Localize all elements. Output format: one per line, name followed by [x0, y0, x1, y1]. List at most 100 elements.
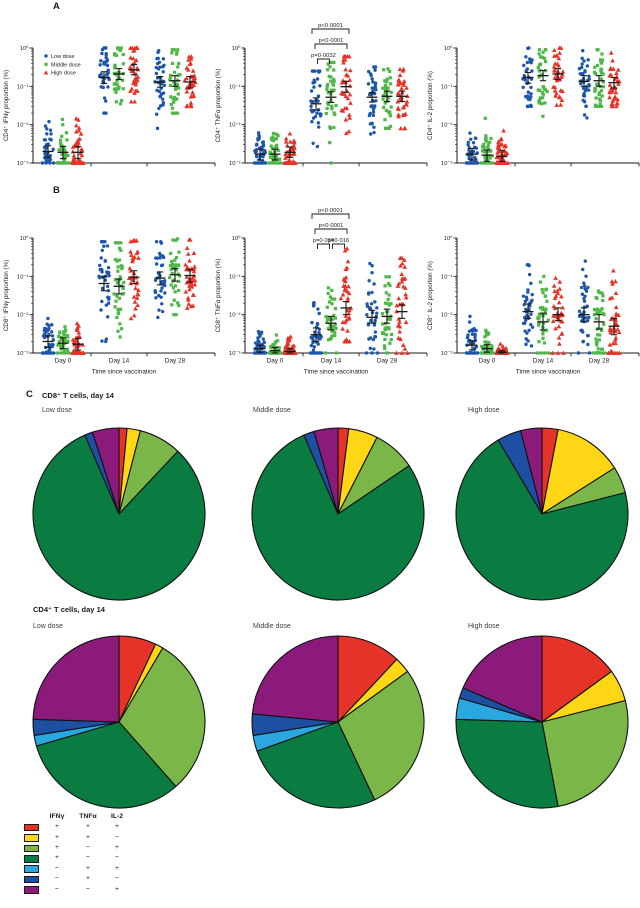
data-point — [614, 312, 620, 318]
error-bar — [481, 149, 493, 162]
data-point — [62, 333, 66, 337]
data-point — [119, 248, 123, 253]
data-point — [104, 46, 108, 50]
data-point — [546, 318, 550, 322]
data-point — [76, 140, 81, 145]
phenotype-legend: IFNγ TNFα IL-2 + + + + + − + − + + − − − + + − + − − − + — [24, 812, 130, 895]
data-point — [189, 277, 195, 282]
data-point — [486, 145, 490, 149]
data-point — [397, 319, 402, 324]
data-point — [498, 137, 503, 142]
data-point — [315, 321, 320, 326]
data-point — [190, 275, 195, 280]
y-tick-label: 10⁻¹ — [229, 84, 241, 90]
data-point — [263, 148, 267, 153]
data-point — [374, 88, 378, 92]
data-point — [102, 96, 107, 100]
data-point — [524, 295, 529, 299]
data-point — [529, 61, 533, 65]
data-point — [98, 74, 102, 78]
data-point — [367, 113, 372, 118]
data-point — [594, 351, 598, 355]
data-point — [328, 295, 332, 299]
data-point — [388, 69, 392, 73]
data-point — [333, 316, 337, 320]
data-point — [368, 122, 373, 126]
data-point — [388, 283, 392, 288]
data-point — [71, 339, 77, 345]
data-point — [388, 76, 392, 80]
data-point — [174, 111, 178, 115]
data-point — [332, 125, 336, 130]
data-point — [171, 48, 176, 52]
data-point — [76, 125, 82, 130]
data-point — [153, 278, 158, 283]
data-point — [56, 343, 60, 347]
data-point — [325, 88, 329, 92]
data-point — [399, 271, 405, 277]
data-point — [466, 143, 470, 147]
data-point — [530, 58, 534, 62]
data-point — [367, 279, 371, 283]
data-point — [595, 311, 599, 315]
data-point — [535, 351, 540, 355]
error-bar — [254, 148, 266, 161]
data-point — [370, 77, 374, 81]
points-cd8_tnfa-Day28-circle — [364, 261, 380, 355]
p-value-label: p=0·016 — [313, 238, 334, 244]
data-point — [541, 114, 545, 118]
data-point — [366, 82, 371, 86]
data-point — [485, 333, 489, 337]
data-point — [396, 114, 401, 119]
error-bar — [578, 75, 590, 87]
legend-row — [24, 834, 42, 842]
error-bar — [325, 315, 337, 331]
data-point — [610, 340, 616, 346]
data-point — [399, 86, 404, 91]
data-point — [383, 84, 387, 88]
data-point — [345, 295, 351, 301]
data-point — [484, 157, 488, 161]
data-point — [581, 77, 586, 81]
data-point — [175, 237, 180, 241]
data-point — [285, 338, 291, 343]
data-point — [596, 347, 600, 351]
data-point — [345, 259, 351, 264]
data-point — [176, 301, 180, 305]
data-point — [404, 85, 409, 90]
data-point — [584, 104, 588, 109]
data-point — [481, 145, 485, 149]
pie-cd4-middle-dose — [251, 635, 425, 809]
data-point — [538, 306, 542, 310]
data-point — [117, 258, 121, 262]
data-point — [132, 99, 137, 104]
data-point — [113, 257, 118, 262]
p-value-label: p=0·0032 — [311, 53, 336, 59]
data-point — [117, 246, 122, 250]
data-point — [171, 266, 175, 270]
data-point — [114, 100, 118, 104]
data-point — [559, 331, 564, 336]
pie-cd8-high-dose — [455, 427, 629, 601]
data-point — [530, 325, 535, 329]
data-point — [614, 321, 620, 327]
data-point — [75, 334, 81, 339]
data-point — [315, 77, 320, 81]
data-point — [330, 288, 334, 292]
y-axis-label: CD8⁺ IFNγ proportion (%) — [3, 260, 10, 331]
data-point — [396, 77, 402, 82]
data-point — [527, 46, 531, 50]
data-point — [262, 345, 266, 349]
data-point — [276, 161, 280, 165]
data-point — [114, 90, 118, 94]
error-bar — [381, 90, 393, 103]
data-point — [63, 153, 68, 157]
data-point — [121, 52, 125, 57]
data-point — [582, 281, 586, 285]
data-point — [594, 72, 598, 76]
data-point — [291, 138, 297, 143]
legend-sign: − — [86, 843, 90, 851]
data-point — [384, 291, 388, 295]
data-point — [73, 337, 79, 342]
